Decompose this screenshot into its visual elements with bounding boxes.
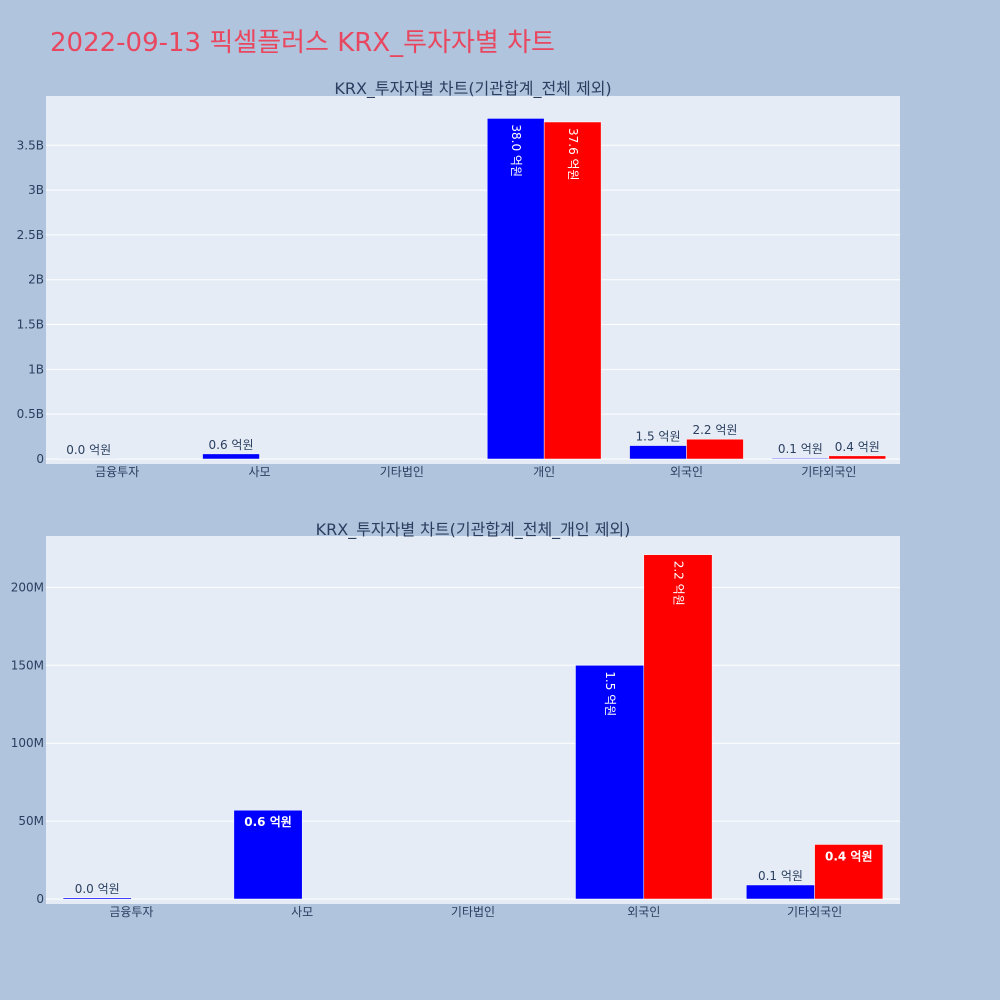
y-tick-label: 3B [28,183,44,197]
bar [202,453,260,460]
y-tick-label: 1B [28,362,44,376]
y-tick-label: 2.5B [17,228,44,242]
data-label: 0.4 억원 [835,440,880,454]
x-tick-label: 기타법인 [451,905,495,919]
bar [62,897,132,900]
data-label: 2.2 억원 [692,423,737,437]
x-tick-label: 기타외국인 [787,905,842,919]
y-tick-label: 50M [18,814,44,828]
x-tick-label: 외국인 [670,465,703,479]
y-tick-label: 3.5B [17,138,44,152]
bar [814,844,884,900]
data-label: 38.0 억원 [509,124,523,177]
data-label: 0.0 억원 [66,443,111,457]
data-label: 1.5 억원 [603,671,617,716]
x-tick-label: 개인 [533,465,555,479]
x-tick-label: 기타외국인 [801,465,856,479]
data-label: 0.4 억원 [825,849,873,863]
bar [828,455,887,460]
y-tick-label: 0 [36,892,44,906]
x-tick-label: 사모 [248,465,270,479]
data-label: 1.5 억원 [636,430,681,444]
y-tick-label: 0 [36,452,44,466]
x-tick-label: 금융투자 [95,465,139,479]
data-label: 37.6 억원 [566,128,580,181]
page-title: 2022-09-13 픽셀플러스 KRX_투자자별 차트 [50,28,555,58]
bar [746,884,815,900]
bar [643,554,713,900]
chart-title: KRX_투자자별 차트(기관합계_전체 제외) [334,79,611,99]
y-tick-label: 2B [28,273,44,287]
bar [629,445,687,460]
bar [233,809,303,900]
plot-area [46,536,900,904]
data-label: 2.2 억원 [671,561,685,606]
y-tick-label: 100M [11,736,44,750]
bar [686,438,744,460]
bar [543,121,602,460]
data-label: 0.0 억원 [75,882,120,896]
y-tick-label: 1.5B [17,318,44,332]
data-label: 0.6 억원 [244,815,292,829]
data-label: 0.1 억원 [778,442,823,456]
x-tick-label: 기타법인 [380,465,424,479]
y-tick-label: 0.5B [17,407,44,421]
bar [575,665,645,900]
x-tick-label: 금융투자 [109,905,153,919]
y-tick-label: 150M [11,658,44,672]
bar [771,457,830,460]
data-label: 0.6 억원 [209,438,254,452]
y-tick-label: 200M [11,580,44,594]
bar [486,118,545,460]
data-label: 0.1 억원 [758,869,803,883]
x-tick-label: 외국인 [627,905,660,919]
chart-title: KRX_투자자별 차트(기관합계_전체_개인 제외) [316,520,631,540]
x-tick-label: 사모 [291,905,313,919]
